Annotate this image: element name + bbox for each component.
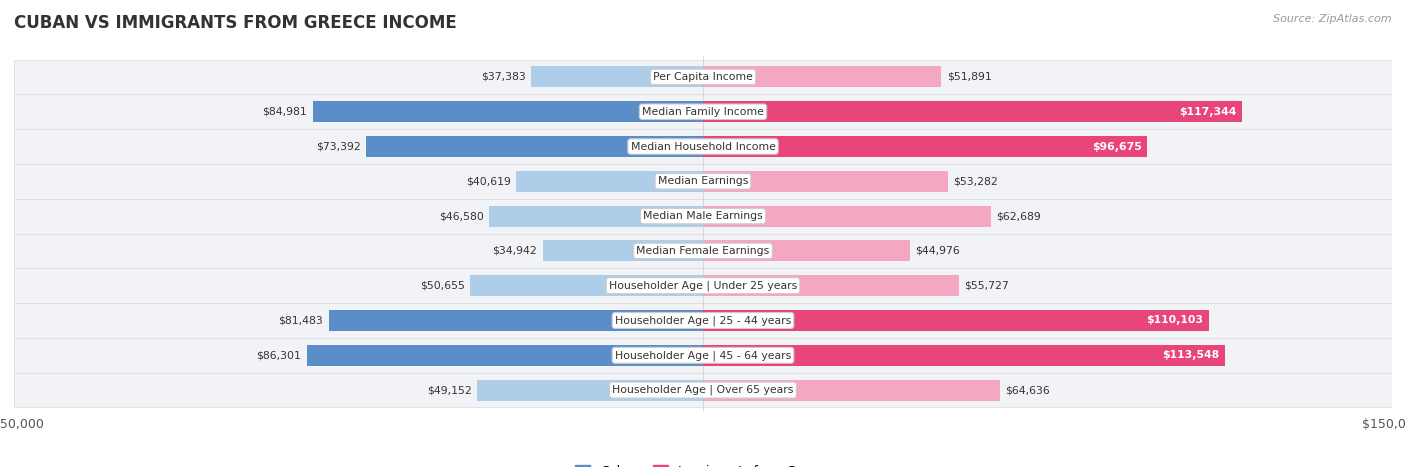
Text: Median Female Earnings: Median Female Earnings bbox=[637, 246, 769, 256]
Bar bbox=[14, 234, 1392, 269]
Text: $86,301: $86,301 bbox=[256, 350, 301, 360]
Bar bbox=[703, 66, 942, 87]
Bar bbox=[477, 380, 703, 401]
Bar bbox=[14, 303, 1392, 338]
Bar bbox=[703, 275, 959, 296]
Bar bbox=[489, 205, 703, 226]
Text: CUBAN VS IMMIGRANTS FROM GREECE INCOME: CUBAN VS IMMIGRANTS FROM GREECE INCOME bbox=[14, 14, 457, 32]
Text: $50,655: $50,655 bbox=[420, 281, 465, 290]
Text: $81,483: $81,483 bbox=[278, 316, 323, 325]
Bar bbox=[471, 275, 703, 296]
Text: Per Capita Income: Per Capita Income bbox=[652, 72, 754, 82]
Text: Median Family Income: Median Family Income bbox=[643, 107, 763, 117]
Bar bbox=[703, 136, 1147, 157]
Text: Householder Age | 45 - 64 years: Householder Age | 45 - 64 years bbox=[614, 350, 792, 361]
Text: $51,891: $51,891 bbox=[946, 72, 991, 82]
Text: $110,103: $110,103 bbox=[1146, 316, 1204, 325]
Bar bbox=[312, 101, 703, 122]
Text: Householder Age | Over 65 years: Householder Age | Over 65 years bbox=[612, 385, 794, 396]
Text: Median Earnings: Median Earnings bbox=[658, 177, 748, 186]
Text: $117,344: $117,344 bbox=[1180, 107, 1236, 117]
Text: $53,282: $53,282 bbox=[953, 177, 998, 186]
Bar bbox=[703, 380, 1000, 401]
Text: Source: ZipAtlas.com: Source: ZipAtlas.com bbox=[1274, 14, 1392, 24]
Text: $44,976: $44,976 bbox=[915, 246, 960, 256]
Bar bbox=[307, 345, 703, 366]
Bar bbox=[703, 345, 1225, 366]
Text: $40,619: $40,619 bbox=[465, 177, 510, 186]
Bar bbox=[14, 373, 1392, 408]
Bar bbox=[703, 101, 1241, 122]
Bar bbox=[14, 94, 1392, 129]
Text: Median Household Income: Median Household Income bbox=[630, 142, 776, 151]
Text: Median Male Earnings: Median Male Earnings bbox=[643, 211, 763, 221]
Text: $73,392: $73,392 bbox=[316, 142, 360, 151]
Text: $96,675: $96,675 bbox=[1092, 142, 1142, 151]
Text: $55,727: $55,727 bbox=[965, 281, 1010, 290]
Bar bbox=[516, 171, 703, 192]
Bar bbox=[14, 198, 1392, 234]
Text: $64,636: $64,636 bbox=[1005, 385, 1050, 395]
Text: $113,548: $113,548 bbox=[1161, 350, 1219, 360]
Bar bbox=[366, 136, 703, 157]
Text: $62,689: $62,689 bbox=[997, 211, 1042, 221]
Bar bbox=[703, 310, 1209, 331]
Bar bbox=[703, 205, 991, 226]
Bar bbox=[14, 338, 1392, 373]
Bar bbox=[329, 310, 703, 331]
Legend: Cuban, Immigrants from Greece: Cuban, Immigrants from Greece bbox=[569, 460, 837, 467]
Bar bbox=[703, 241, 910, 262]
Text: Householder Age | 25 - 44 years: Householder Age | 25 - 44 years bbox=[614, 315, 792, 326]
Bar bbox=[543, 241, 703, 262]
Text: $84,981: $84,981 bbox=[263, 107, 307, 117]
Bar bbox=[14, 269, 1392, 303]
Text: Householder Age | Under 25 years: Householder Age | Under 25 years bbox=[609, 281, 797, 291]
Bar bbox=[531, 66, 703, 87]
Text: $49,152: $49,152 bbox=[427, 385, 472, 395]
Text: $46,580: $46,580 bbox=[439, 211, 484, 221]
Text: $37,383: $37,383 bbox=[481, 72, 526, 82]
Bar bbox=[14, 129, 1392, 164]
Bar bbox=[14, 59, 1392, 94]
Text: $34,942: $34,942 bbox=[492, 246, 537, 256]
Bar bbox=[703, 171, 948, 192]
Bar bbox=[14, 164, 1392, 198]
